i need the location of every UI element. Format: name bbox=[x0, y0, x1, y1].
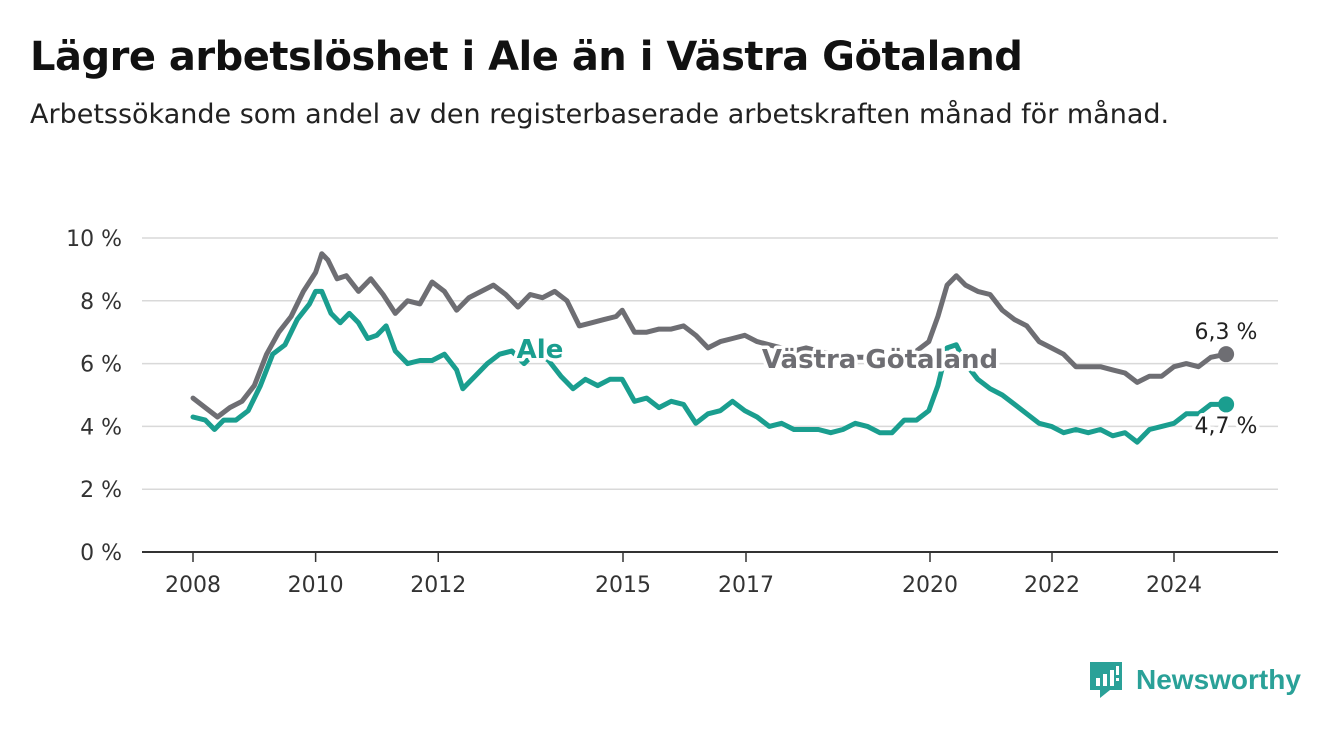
x-tick-label: 2010 bbox=[288, 573, 344, 598]
x-axis-ticks: 2008 2010 2012 2015 2017 2020 2022 2024 bbox=[165, 552, 1202, 598]
end-value-label-ale: 4,7 % bbox=[1195, 414, 1258, 439]
series-end-point bbox=[1218, 346, 1235, 363]
series-line bbox=[190, 251, 1229, 420]
chart-title: Lägre arbetslöshet i Ale än i Västra Göt… bbox=[30, 34, 1023, 80]
line-chart: 0 % 2 % 4 % 6 % 8 % 10 % 2008 2010 2012 2015 2017… bbox=[66, 227, 1278, 598]
y-tick-label: 2 % bbox=[80, 478, 122, 503]
grid-lines bbox=[142, 237, 1278, 553]
x-tick-label: 2008 bbox=[165, 573, 221, 598]
series-end-point bbox=[1218, 396, 1235, 413]
y-axis-ticks: 0 % 2 % 4 % 6 % 8 % 10 % bbox=[66, 227, 122, 566]
y-tick-label: 8 % bbox=[80, 290, 122, 315]
x-tick-label: 2012 bbox=[410, 573, 466, 598]
newsworthy-logo-icon bbox=[1090, 662, 1122, 698]
y-tick-label: 6 % bbox=[80, 353, 122, 378]
x-tick-label: 2022 bbox=[1024, 573, 1080, 598]
series-label-ale: Ale bbox=[517, 335, 564, 365]
end-value-label-vastra-gotaland: 6,3 % bbox=[1195, 320, 1258, 345]
y-tick-label: 4 % bbox=[80, 415, 122, 440]
x-tick-label: 2020 bbox=[902, 573, 958, 598]
brand-name: Newsworthy bbox=[1136, 664, 1301, 695]
y-tick-label: 0 % bbox=[80, 541, 122, 566]
series-line bbox=[190, 288, 1229, 445]
y-tick-label: 10 % bbox=[66, 227, 122, 252]
series-lines bbox=[190, 251, 1235, 445]
x-tick-label: 2024 bbox=[1146, 573, 1202, 598]
chart-subtitle: Arbetssökande som andel av den registerb… bbox=[30, 99, 1170, 130]
series-label-vastra-gotaland: Västra Götaland bbox=[762, 345, 998, 375]
series-labels: Västra Götaland Ale 6,3 % 4,7 % bbox=[513, 317, 1261, 443]
brand-logo[interactable]: Newsworthy bbox=[1088, 660, 1301, 700]
x-tick-label: 2015 bbox=[595, 573, 651, 598]
x-tick-label: 2017 bbox=[718, 573, 774, 598]
